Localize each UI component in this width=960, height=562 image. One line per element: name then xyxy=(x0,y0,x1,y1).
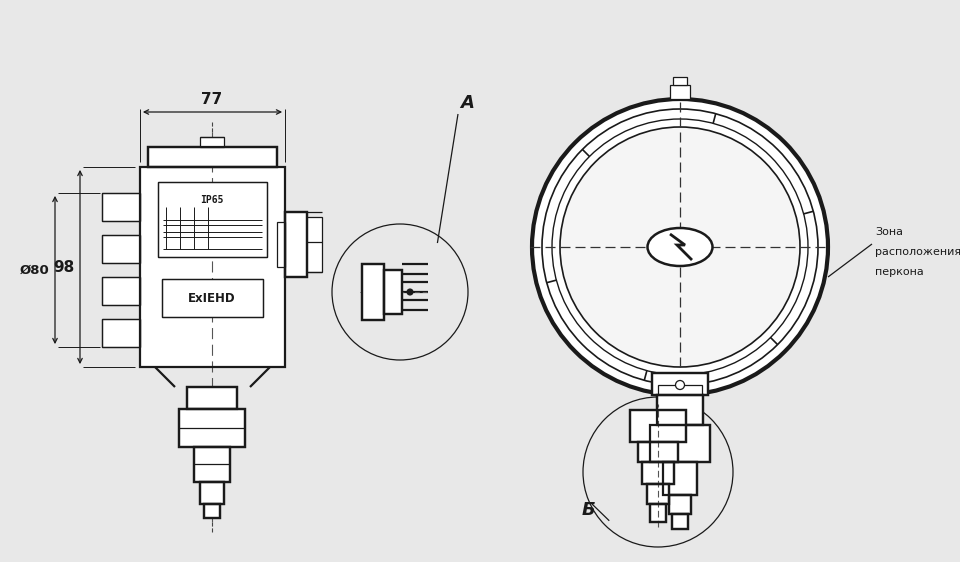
Bar xyxy=(187,387,237,409)
Text: Ø80: Ø80 xyxy=(20,264,50,277)
Bar xyxy=(362,264,384,320)
Bar xyxy=(285,212,307,277)
Bar xyxy=(162,279,263,317)
Bar xyxy=(102,193,140,221)
Bar xyxy=(663,462,697,495)
Bar xyxy=(102,277,140,305)
Bar xyxy=(162,279,263,317)
Bar xyxy=(277,222,285,267)
Bar xyxy=(658,385,702,395)
Bar xyxy=(650,425,710,462)
Text: Зона: Зона xyxy=(875,227,903,237)
Bar xyxy=(102,235,140,263)
Bar xyxy=(362,264,384,320)
Circle shape xyxy=(583,397,733,547)
Bar xyxy=(669,495,691,514)
Bar xyxy=(638,442,678,462)
Bar xyxy=(384,270,402,314)
Bar xyxy=(670,85,690,99)
Bar xyxy=(204,504,220,518)
Circle shape xyxy=(552,119,808,375)
Ellipse shape xyxy=(647,228,712,266)
Text: A: A xyxy=(460,94,474,112)
Text: IP65: IP65 xyxy=(201,195,224,205)
Bar xyxy=(102,319,140,347)
Bar xyxy=(647,484,669,504)
Bar xyxy=(652,373,708,395)
Circle shape xyxy=(560,127,800,367)
Bar xyxy=(140,167,285,367)
Bar xyxy=(657,395,703,425)
Bar xyxy=(647,484,669,504)
Text: 98: 98 xyxy=(54,260,75,274)
Bar xyxy=(179,409,245,447)
Bar xyxy=(102,235,140,263)
Bar xyxy=(642,462,674,484)
Bar xyxy=(102,319,140,347)
Bar xyxy=(148,147,277,167)
Bar xyxy=(285,212,307,277)
Circle shape xyxy=(332,224,468,360)
Bar xyxy=(204,504,220,518)
Bar xyxy=(200,482,224,504)
Bar xyxy=(673,77,687,85)
Circle shape xyxy=(407,289,413,295)
Bar xyxy=(200,137,224,147)
Bar xyxy=(672,514,688,529)
Bar xyxy=(630,410,686,442)
Text: перкона: перкона xyxy=(875,267,924,277)
Bar xyxy=(663,462,697,495)
Bar xyxy=(652,373,708,395)
Bar xyxy=(102,277,140,305)
Text: расположения: расположения xyxy=(875,247,960,257)
Bar xyxy=(187,387,237,409)
Circle shape xyxy=(676,380,684,389)
Bar xyxy=(650,504,666,522)
Bar xyxy=(642,462,674,484)
Bar xyxy=(384,270,402,314)
Bar xyxy=(158,182,267,257)
Bar xyxy=(158,182,267,257)
Bar xyxy=(672,514,688,529)
Bar xyxy=(102,193,140,221)
Bar xyxy=(650,425,710,462)
Bar xyxy=(148,147,277,167)
Bar xyxy=(650,504,666,522)
Text: Б: Б xyxy=(582,501,596,519)
Circle shape xyxy=(542,109,818,385)
Bar xyxy=(669,495,691,514)
Text: ExIEHD: ExIEHD xyxy=(188,292,236,305)
Bar xyxy=(307,217,322,272)
Text: 77: 77 xyxy=(202,92,223,107)
Bar xyxy=(638,442,678,462)
Bar xyxy=(200,482,224,504)
Bar xyxy=(194,447,230,482)
Circle shape xyxy=(532,99,828,395)
Bar xyxy=(194,447,230,482)
Bar xyxy=(179,409,245,447)
Bar xyxy=(630,410,686,442)
Bar xyxy=(140,167,285,367)
Bar xyxy=(657,395,703,425)
